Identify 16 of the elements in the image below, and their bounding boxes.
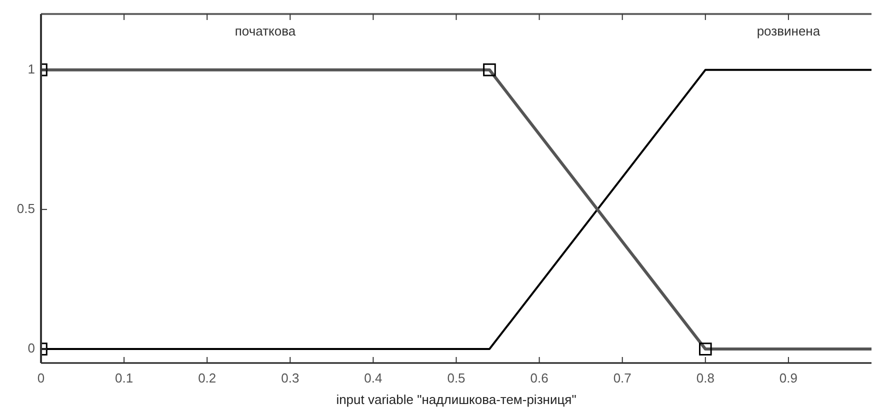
y-tick-label: 1 bbox=[28, 61, 35, 76]
x-tick-label: 0.9 bbox=[779, 370, 798, 386]
x-tick-label: 0.2 bbox=[198, 370, 216, 386]
y-tick-label: 0.5 bbox=[16, 201, 35, 216]
text: початкова bbox=[234, 24, 296, 39]
text: розвинена bbox=[756, 24, 821, 39]
x-tick-label: 0.3 bbox=[281, 370, 300, 386]
x-tick-label: 0.7 bbox=[613, 370, 632, 386]
x-tick-label: 0.1 bbox=[115, 370, 134, 386]
y-tick-label: 0 bbox=[28, 340, 35, 356]
x-tick-label: 0.4 bbox=[364, 370, 382, 386]
x-tick-label: 0.8 bbox=[696, 370, 714, 386]
x-tick-label: 0 bbox=[37, 370, 45, 386]
x-tick-label: 0.6 bbox=[530, 370, 548, 386]
x-tick-label: 0.5 bbox=[447, 370, 466, 386]
x-axis-title: input variable "надлишкова-тем-різниця" bbox=[336, 392, 577, 407]
